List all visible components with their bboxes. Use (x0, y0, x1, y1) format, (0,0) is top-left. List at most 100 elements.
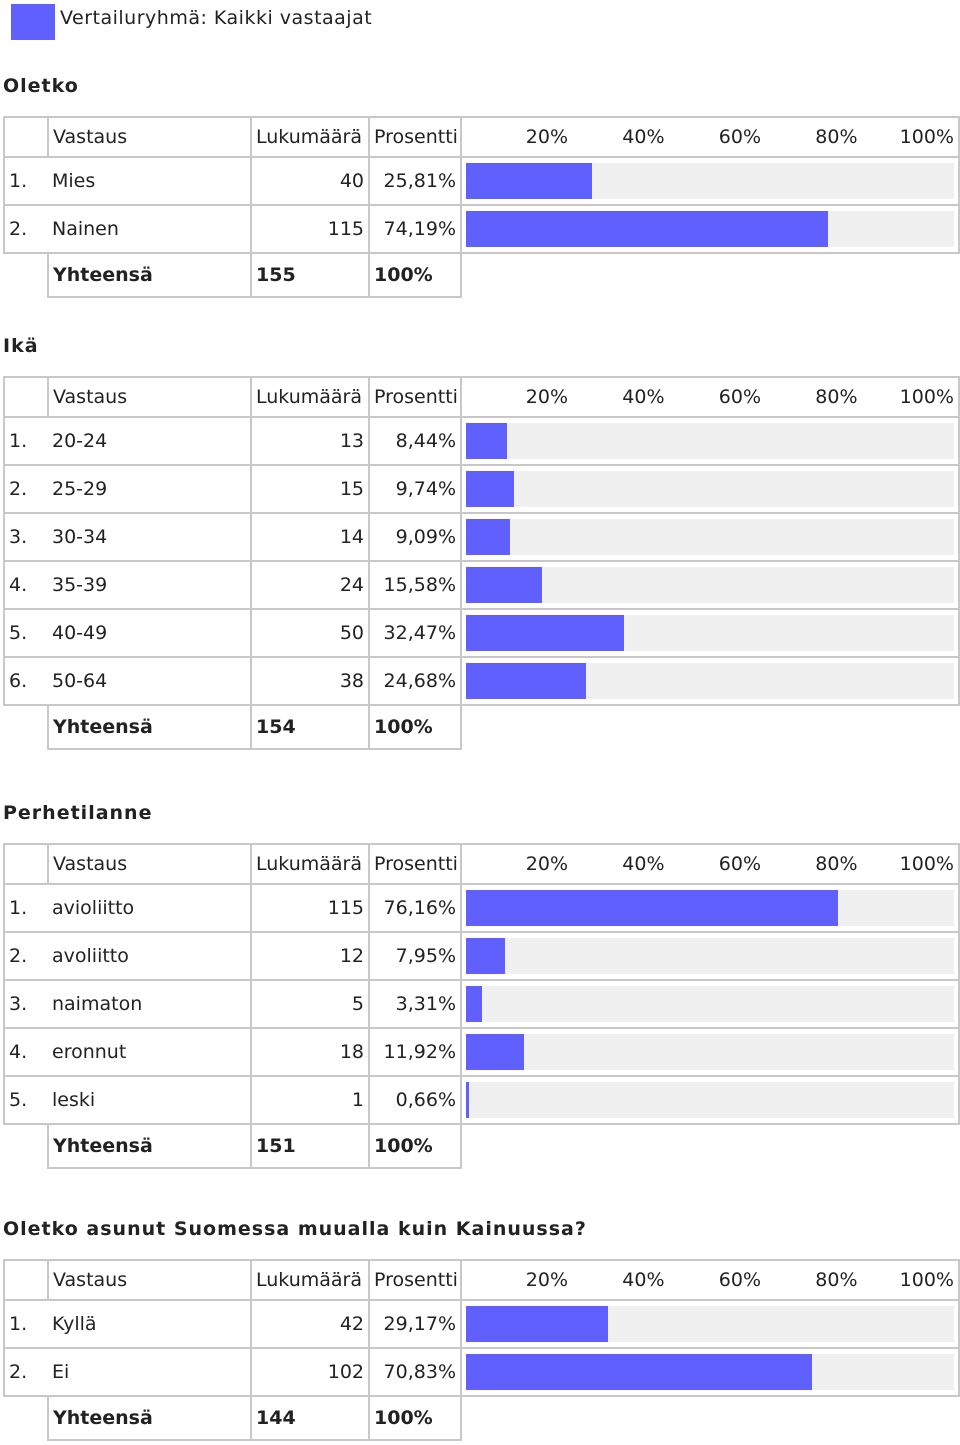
table-row: 4. eronnut 18 11,92% (3, 1027, 960, 1077)
results-table: Vastaus Lukumäärä Prosentti 20% 40% 60% 80% 100… (3, 376, 960, 750)
row-answer: Ei (48, 1347, 252, 1397)
bar-fill (466, 986, 483, 1022)
table-row: 3. naimaton 5 3,31% (3, 979, 960, 1029)
total-row: Yhteensä 155 100% (4, 252, 959, 298)
row-answer: 25-29 (48, 464, 252, 514)
scale-tick-label: 80% (815, 386, 858, 408)
bar-track (466, 1354, 954, 1390)
row-index: 3. (3, 512, 48, 562)
table-header-row: Vastaus Lukumäärä Prosentti 20% 40% 60% 80% 100… (3, 116, 960, 158)
bar-track (466, 663, 954, 699)
row-index: 3. (3, 979, 48, 1029)
header-scale: 20% 40% 60% 80% 100% (460, 1259, 960, 1301)
bar-track (466, 615, 954, 651)
row-answer: 30-34 (48, 512, 252, 562)
table-row: 1. Kyllä 42 29,17% (3, 1299, 960, 1349)
row-bar-cell (460, 560, 960, 610)
results-table: Vastaus Lukumäärä Prosentti 20% 40% 60% 80% 100… (3, 116, 960, 298)
row-percent: 8,44% (368, 416, 462, 466)
total-row: Yhteensä 154 100% (4, 704, 959, 750)
table-row: 1. Mies 40 25,81% (3, 156, 960, 206)
bar-fill (466, 471, 514, 507)
row-percent: 74,19% (368, 204, 462, 254)
header-scale: 20% 40% 60% 80% 100% (460, 843, 960, 885)
bar-track (466, 163, 954, 199)
bar-track (466, 1034, 954, 1070)
scale-tick-label: 80% (815, 853, 858, 875)
total-spacer (4, 1124, 48, 1168)
row-answer: 20-24 (48, 416, 252, 466)
header-lukumaara: Lukumäärä (250, 376, 370, 418)
bar-fill (466, 567, 543, 603)
total-label: Yhteensä (47, 1123, 252, 1169)
bar-track (466, 471, 954, 507)
row-index: 2. (3, 931, 48, 981)
row-count: 1 (250, 1075, 370, 1125)
bar-fill (466, 890, 838, 926)
row-count: 13 (250, 416, 370, 466)
bar-fill (466, 615, 625, 651)
results-table: Vastaus Lukumäärä Prosentti 20% 40% 60% 80% 100… (3, 843, 960, 1169)
row-percent: 24,68% (368, 656, 462, 706)
row-percent: 76,16% (368, 883, 462, 933)
row-index: 4. (3, 1027, 48, 1077)
bar-track (466, 1306, 954, 1342)
scale-tick-label: 100% (899, 853, 954, 875)
bar-fill (466, 163, 592, 199)
row-bar-cell (460, 464, 960, 514)
row-answer: Kyllä (48, 1299, 252, 1349)
header-prosentti: Prosentti (368, 843, 462, 885)
header-vastaus: Vastaus (47, 843, 252, 885)
row-answer: naimaton (48, 979, 252, 1029)
bar-track (466, 211, 954, 247)
row-index: 1. (3, 416, 48, 466)
header-scale: 20% 40% 60% 80% 100% (460, 376, 960, 418)
row-answer: 35-39 (48, 560, 252, 610)
row-percent: 70,83% (368, 1347, 462, 1397)
scale-tick-label: 100% (899, 126, 954, 148)
scale-tick-label: 80% (815, 126, 858, 148)
row-percent: 15,58% (368, 560, 462, 610)
row-bar-cell (460, 656, 960, 706)
row-percent: 7,95% (368, 931, 462, 981)
table-row: 1. avioliitto 115 76,16% (3, 883, 960, 933)
row-index: 2. (3, 1347, 48, 1397)
total-spacer (461, 705, 959, 749)
total-percent: 100% (368, 1123, 462, 1169)
table-row: 3. 30-34 14 9,09% (3, 512, 960, 562)
row-answer: Nainen (48, 204, 252, 254)
total-row: Yhteensä 151 100% (4, 1123, 959, 1169)
row-index: 2. (3, 464, 48, 514)
row-index: 5. (3, 608, 48, 658)
header-vastaus: Vastaus (47, 1259, 252, 1301)
table-row: 5. leski 1 0,66% (3, 1075, 960, 1125)
bar-fill (466, 519, 511, 555)
legend-swatch (11, 4, 55, 40)
scale-tick-label: 40% (622, 853, 665, 875)
row-answer: Mies (48, 156, 252, 206)
scale-tick-label: 20% (525, 126, 568, 148)
total-spacer (4, 1396, 48, 1440)
row-count: 115 (250, 883, 370, 933)
row-index: 2. (3, 204, 48, 254)
scale-tick-label: 60% (718, 126, 761, 148)
row-count: 38 (250, 656, 370, 706)
row-percent: 11,92% (368, 1027, 462, 1077)
header-scale: 20% 40% 60% 80% 100% (460, 116, 960, 158)
table-header-row: Vastaus Lukumäärä Prosentti 20% 40% 60% 80% 100… (3, 843, 960, 885)
row-bar-cell (460, 204, 960, 254)
row-answer: leski (48, 1075, 252, 1125)
scale-tick-label: 80% (815, 1269, 858, 1291)
row-answer: avioliitto (48, 883, 252, 933)
scale-tick-label: 60% (718, 1269, 761, 1291)
row-index: 4. (3, 560, 48, 610)
header-lukumaara: Lukumäärä (250, 843, 370, 885)
header-lukumaara: Lukumäärä (250, 116, 370, 158)
row-answer: avoliitto (48, 931, 252, 981)
row-index: 1. (3, 156, 48, 206)
bar-fill (466, 1354, 812, 1390)
total-spacer (461, 253, 959, 297)
row-index: 6. (3, 656, 48, 706)
bar-fill (466, 1082, 470, 1118)
header-prosentti: Prosentti (368, 116, 462, 158)
